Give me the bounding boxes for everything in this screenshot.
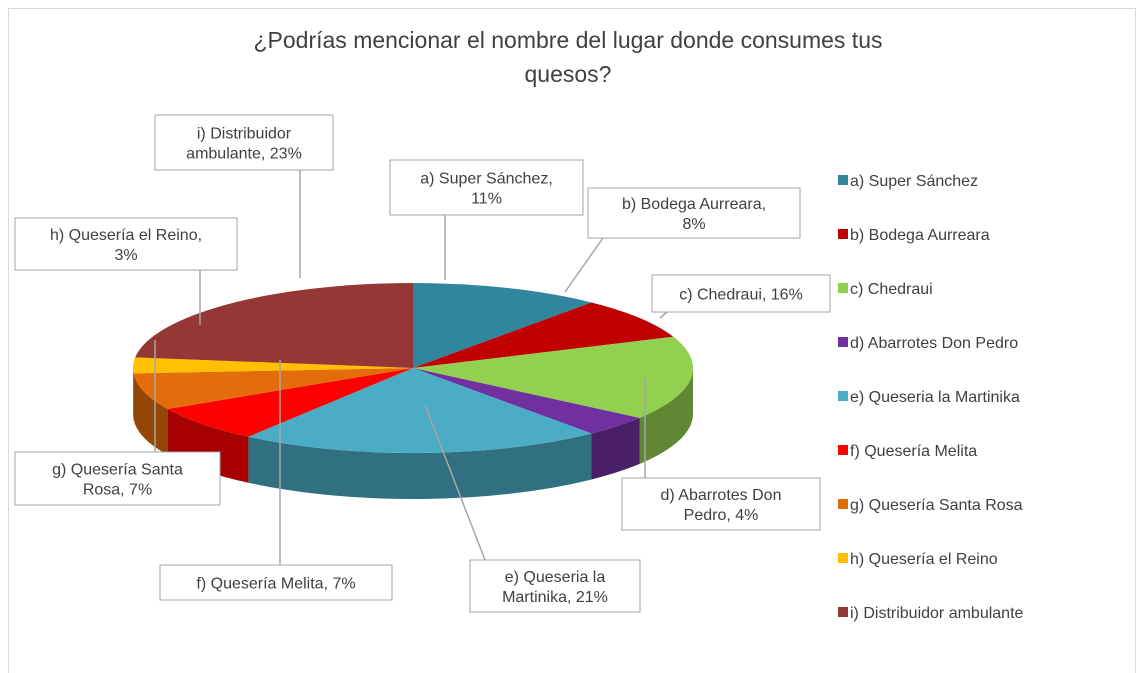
leader-line: [564, 237, 604, 293]
legend-label: f) Quesería Melita: [850, 443, 977, 460]
data-label: c) Chedraui, 16%: [679, 287, 803, 304]
slice-side: [639, 368, 693, 464]
label-box: [621, 477, 821, 531]
slice-side: [591, 417, 640, 480]
legend-label: d) Abarrotes Don Pedro: [850, 335, 1018, 352]
legend-swatch: [838, 445, 848, 455]
slice: [167, 368, 413, 437]
label-box: [469, 559, 641, 613]
legend-swatch: [838, 175, 848, 185]
label-box: [587, 187, 801, 239]
legend-swatch: [838, 229, 848, 239]
data-label: h) Quesería el Reino, 3%: [50, 227, 202, 264]
legend-label: h) Quesería el Reino: [850, 551, 998, 568]
legend-swatch: [838, 499, 848, 509]
data-label: d) Abarrotes Don Pedro, 4%: [661, 487, 782, 524]
leader-line: [424, 404, 486, 561]
data-label: i) Distribuidor ambulante, 23%: [186, 126, 302, 163]
slice: [133, 357, 413, 374]
data-label: e) Queseria la Martinika, 21%: [502, 569, 608, 606]
slice-side: [133, 373, 168, 455]
legend-label: a) Super Sánchez: [850, 173, 978, 190]
data-label: a) Super Sánchez, 11%: [420, 171, 553, 208]
slice: [135, 283, 413, 368]
leader-line: [659, 311, 668, 319]
legend-swatch: [838, 391, 848, 401]
legend-swatch: [838, 337, 848, 347]
legend-label: b) Bodega Aurreara: [850, 227, 990, 244]
slice: [413, 283, 592, 368]
legend-swatch: [838, 553, 848, 563]
data-label: f) Quesería Melita, 7%: [196, 576, 355, 593]
label-box: [14, 451, 221, 506]
legend-swatch: [838, 283, 848, 293]
slice-side: [133, 368, 134, 420]
slice: [413, 368, 640, 434]
data-label: g) Quesería Santa Rosa, 7%: [52, 462, 183, 499]
legend-label: g) Quesería Santa Rosa: [850, 497, 1023, 514]
label-box: [154, 114, 334, 171]
legend-label: c) Chedraui: [850, 281, 933, 298]
label-box: [159, 564, 393, 601]
data-label: b) Bodega Aurreara, 8%: [622, 196, 766, 233]
legend-label: i) Distribuidor ambulante: [850, 605, 1024, 622]
chart-title: ¿Podrías mencionar el nombre del lugar d…: [253, 27, 882, 87]
label-box: [14, 217, 238, 271]
slice: [133, 368, 413, 409]
label-box: [651, 274, 831, 313]
slice: [413, 302, 674, 368]
slice-side: [248, 433, 592, 500]
slice: [413, 336, 693, 418]
legend-swatch: [838, 607, 848, 617]
legend-label: e) Queseria la Martinika: [850, 389, 1020, 406]
label-box: [389, 159, 584, 216]
slice: [248, 368, 592, 453]
